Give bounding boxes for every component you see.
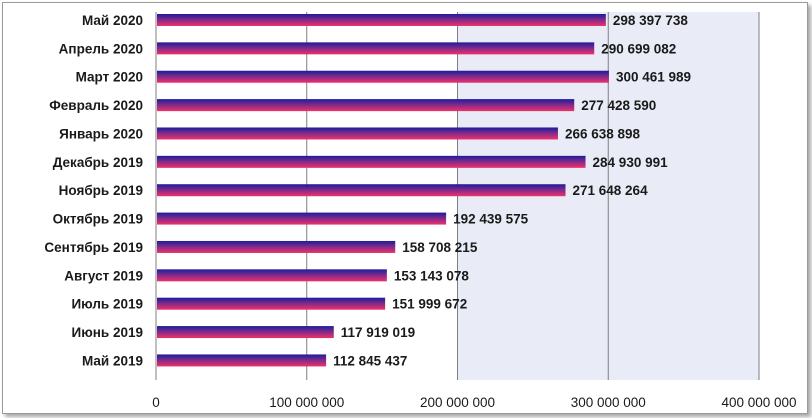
data-label: 112 845 437 bbox=[333, 353, 407, 368]
bar bbox=[157, 155, 586, 168]
bar bbox=[157, 70, 609, 83]
x-tick-label: 0 bbox=[152, 395, 160, 410]
bar bbox=[157, 99, 575, 112]
data-label: 284 930 991 bbox=[593, 155, 669, 170]
x-tick-label: 300 000 000 bbox=[571, 395, 646, 410]
category-label: Июнь 2019 bbox=[72, 325, 143, 340]
category-label: Июль 2019 bbox=[71, 297, 143, 312]
category-label: Май 2020 bbox=[82, 13, 143, 28]
category-label: Ноябрь 2019 bbox=[59, 183, 143, 198]
data-label: 151 999 672 bbox=[392, 297, 467, 312]
bar-chart: Май 2020 Апрель 2020 Март 2020 Февраль 2020… bbox=[44, 12, 797, 410]
data-label: 192 439 575 bbox=[453, 212, 529, 227]
bar bbox=[157, 42, 595, 55]
x-tick-label: 200 000 000 bbox=[420, 395, 495, 410]
data-label: 290 699 082 bbox=[601, 41, 676, 56]
bars bbox=[157, 14, 609, 367]
bar bbox=[157, 297, 386, 310]
category-label: Апрель 2020 bbox=[59, 41, 143, 56]
bar bbox=[157, 240, 396, 253]
bar bbox=[157, 269, 387, 282]
data-label: 300 461 989 bbox=[616, 70, 691, 85]
x-tick-label: 400 000 000 bbox=[721, 395, 796, 410]
category-label: Март 2020 bbox=[76, 70, 143, 85]
bar bbox=[157, 326, 334, 339]
bar bbox=[157, 184, 566, 197]
x-tick-labels: 0 100 000 000 200 000 000 300 000 000 400 00… bbox=[152, 395, 796, 410]
category-label: Октябрь 2019 bbox=[53, 212, 143, 227]
category-label: Январь 2020 bbox=[59, 126, 143, 141]
category-label: Август 2019 bbox=[64, 268, 143, 283]
chart-frame: Май 2020 Апрель 2020 Март 2020 Февраль 2020… bbox=[2, 2, 808, 414]
bar bbox=[157, 14, 606, 26]
bar bbox=[157, 127, 558, 140]
bar bbox=[157, 212, 447, 225]
category-label: Сентябрь 2019 bbox=[44, 240, 143, 255]
category-label: Февраль 2020 bbox=[49, 98, 143, 113]
category-label: Декабрь 2019 bbox=[53, 155, 143, 170]
x-tick-label: 100 000 000 bbox=[269, 395, 344, 410]
category-labels: Май 2020 Апрель 2020 Март 2020 Февраль 2020… bbox=[44, 13, 143, 368]
data-label: 271 648 264 bbox=[573, 183, 649, 198]
category-label: Май 2019 bbox=[82, 353, 143, 368]
value-labels: 298 397 738 290 699 082 300 461 989 277 428… bbox=[333, 13, 691, 368]
data-label: 117 919 019 bbox=[341, 325, 415, 340]
data-label: 158 708 215 bbox=[402, 240, 478, 255]
data-label: 153 143 078 bbox=[394, 268, 470, 283]
data-label: 266 638 898 bbox=[565, 126, 641, 141]
data-label: 277 428 590 bbox=[581, 98, 656, 113]
bar bbox=[157, 354, 327, 367]
data-label: 298 397 738 bbox=[613, 13, 689, 28]
